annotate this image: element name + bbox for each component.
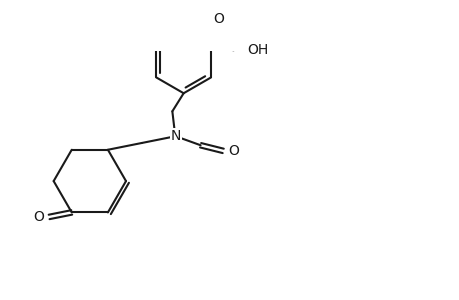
Text: OH: OH bbox=[246, 43, 268, 57]
Text: N: N bbox=[170, 129, 180, 143]
Text: O: O bbox=[34, 210, 44, 224]
Text: O: O bbox=[228, 144, 238, 158]
Text: O: O bbox=[213, 12, 224, 26]
